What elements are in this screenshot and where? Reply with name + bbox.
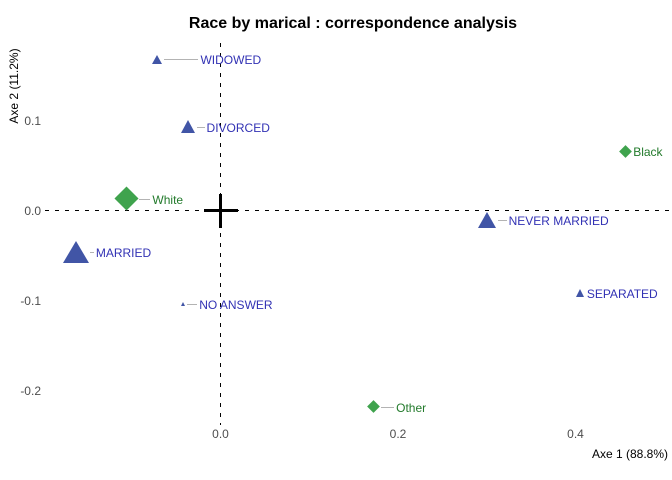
widowed-connector-line (163, 59, 199, 61)
white-diamond-marker (114, 186, 139, 211)
separated-point-label: SEPARATED (586, 287, 658, 302)
no-answer-triangle-marker (180, 302, 185, 307)
separated-triangle-marker (576, 289, 585, 298)
black-point-label: Black (633, 145, 663, 160)
no-answer-point-label: NO ANSWER (199, 298, 273, 313)
married-triangle-marker (62, 240, 89, 263)
no-answer-connector-line (186, 304, 198, 306)
origin-cross-icon (219, 194, 222, 228)
other-point-label: Other (396, 400, 427, 415)
never-married-triangle-marker (478, 211, 497, 228)
zero-vertical-dashed-line (220, 43, 221, 425)
y-tick-label: -0.1 (20, 293, 41, 308)
widowed-point-label: WIDOWED (200, 53, 262, 68)
white-point-label: White (152, 192, 184, 207)
other-connector-line (380, 406, 395, 408)
x-axis-label: Axe 1 (88.8%) (591, 447, 668, 461)
widowed-triangle-marker (151, 54, 162, 64)
chart-title: Race by marical : correspondence analysi… (188, 15, 518, 32)
x-tick-label: 0.0 (212, 427, 229, 441)
black-diamond-marker (618, 144, 632, 158)
y-tick-label: 0.1 (24, 113, 41, 128)
x-tick-label: 0.4 (567, 427, 584, 441)
married-point-label: MARRIED (95, 245, 152, 260)
married-connector-line (89, 251, 94, 253)
never-married-point-label: NEVER MARRIED (508, 213, 609, 228)
divorced-point-label: DIVORCED (206, 120, 270, 135)
never-married-connector-line (498, 219, 507, 221)
zero-horizontal-dashed-line (45, 210, 672, 211)
divorced-connector-line (197, 126, 205, 128)
y-axis-label: Axe 2 (11.2%) (7, 48, 21, 124)
y-tick-label: -0.2 (20, 383, 41, 398)
divorced-triangle-marker (181, 120, 196, 134)
white-connector-line (139, 198, 151, 200)
y-tick-label: 0.0 (24, 203, 41, 218)
other-diamond-marker (366, 400, 380, 414)
x-tick-label: 0.2 (389, 427, 407, 441)
